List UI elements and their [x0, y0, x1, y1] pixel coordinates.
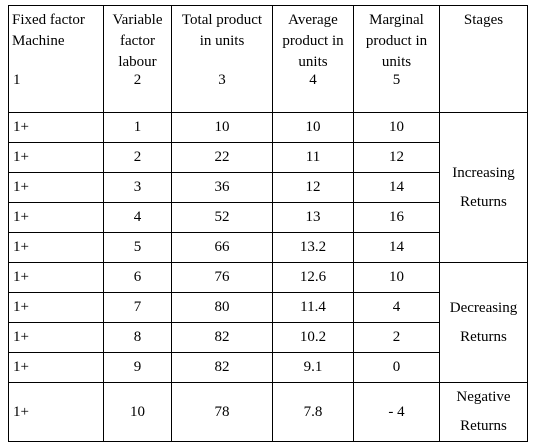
table-row: 1+ 6 76 12.6 10 Decreasing Returns: [8, 262, 528, 383]
column-label: Marginal product in units: [365, 12, 428, 70]
column-label: Stages: [463, 12, 504, 28]
table-row: 1+ 9 82 9.1 0: [8, 352, 528, 383]
table-cell: 10: [103, 382, 172, 442]
table-cell: 10.2: [272, 322, 354, 353]
table-cell: 12: [272, 172, 354, 203]
stage-cell: Negative Returns: [439, 382, 528, 442]
table-cell: 80: [171, 292, 273, 323]
table-cell: 66: [171, 232, 273, 263]
header-row: Fixed factor Machine 1 Variable factor lab…: [8, 5, 528, 113]
table-cell: 10: [171, 112, 273, 143]
table-row: 1+ 10 78 7.8- 4 Negative Returns: [8, 382, 528, 442]
table-cell: 7.8: [272, 382, 354, 442]
table-row: 1+ 8 82 10.2 2: [8, 322, 528, 353]
table-cell: 13.2: [272, 232, 354, 263]
table-row: 1+ 4 52 13 16: [8, 202, 528, 233]
table-cell: 12.6: [272, 262, 354, 293]
column-header: Stages: [439, 5, 528, 113]
table-cell: 12: [353, 142, 440, 173]
column-number: 4: [309, 72, 317, 88]
column-label: Variable factor labour: [112, 12, 163, 70]
column-header: Fixed factor Machine 1: [8, 5, 104, 113]
table-cell: 14: [353, 232, 440, 263]
table-cell: 2: [103, 142, 172, 173]
table-cell: 78: [171, 382, 273, 442]
table-cell: 11: [272, 142, 354, 173]
column-header: Average product in units 4: [272, 5, 354, 113]
table-row: 1+ 2 22 11 12: [8, 142, 528, 173]
column-header: Variable factor labour 2: [103, 5, 172, 113]
table-cell: 1: [103, 112, 172, 143]
column-number: 5: [392, 72, 401, 88]
production-table: Fixed factor Machine 1 Variable factor lab…: [8, 5, 528, 442]
table-cell: 1+: [8, 172, 104, 203]
column-label: Total product in units: [181, 12, 263, 49]
table-cell: 1+: [8, 232, 104, 263]
table-cell: 9.1: [272, 352, 354, 383]
table-row: 1+ 7 80 11.4 4: [8, 292, 528, 323]
table-cell: 1+: [8, 262, 104, 293]
table-cell: 2: [353, 322, 440, 353]
table-row: 1+ 1 10 10 10 Increasing Returns: [8, 112, 528, 263]
table-cell: 36: [171, 172, 273, 203]
table-cell: 4: [353, 292, 440, 323]
table-cell: 1+: [8, 112, 104, 143]
table-cell: 4: [103, 202, 172, 233]
table-cell: 1+: [8, 142, 104, 173]
column-number: 1: [13, 72, 21, 88]
column-number: 3: [218, 72, 226, 88]
column-header: Marginal product in units 5: [353, 5, 440, 113]
table-cell: 0: [353, 352, 440, 383]
table-cell: 1+: [8, 202, 104, 233]
table-row: 1+ 5 66 13.2 14: [8, 232, 528, 263]
table-cell: 16: [353, 202, 440, 233]
table-cell: 1+: [8, 292, 104, 323]
table-cell: 11.4: [272, 292, 354, 323]
table-cell: 82: [171, 352, 273, 383]
table-cell: 14: [353, 172, 440, 203]
table-cell: 1+: [8, 322, 104, 353]
table-cell: 82: [171, 322, 273, 353]
table-cell: 10: [272, 112, 354, 143]
table-row: 1+ 3 36 12 14: [8, 172, 528, 203]
table-cell: 52: [171, 202, 273, 233]
table-cell: 7: [103, 292, 172, 323]
table-cell: 5: [103, 232, 172, 263]
table-cell: 9: [103, 352, 172, 383]
table-cell: 22: [171, 142, 273, 173]
column-label: Fixed factor Machine: [12, 12, 85, 49]
table-cell: 13: [272, 202, 354, 233]
table-cell: 1+: [8, 382, 104, 442]
column-header: Total product in units 3: [171, 5, 273, 113]
table-cell: 6: [103, 262, 172, 293]
stage-cell: Increasing Returns: [439, 112, 528, 263]
table-body: 1+ 1 10 10 10 Increasing Returns 1+ 2 22 11 12 1+ 3 36…: [8, 112, 528, 442]
column-number: 2: [133, 72, 142, 88]
stage-cell: Decreasing Returns: [439, 262, 528, 383]
table-cell: 10: [353, 112, 440, 143]
table-cell: 1+: [8, 352, 104, 383]
table-cell: 3: [103, 172, 172, 203]
column-label: Average product in units: [282, 12, 344, 70]
table-cell: 8: [103, 322, 172, 353]
table-cell: 76: [171, 262, 273, 293]
table-cell: - 4: [353, 382, 440, 442]
table-cell: 10: [353, 262, 440, 293]
